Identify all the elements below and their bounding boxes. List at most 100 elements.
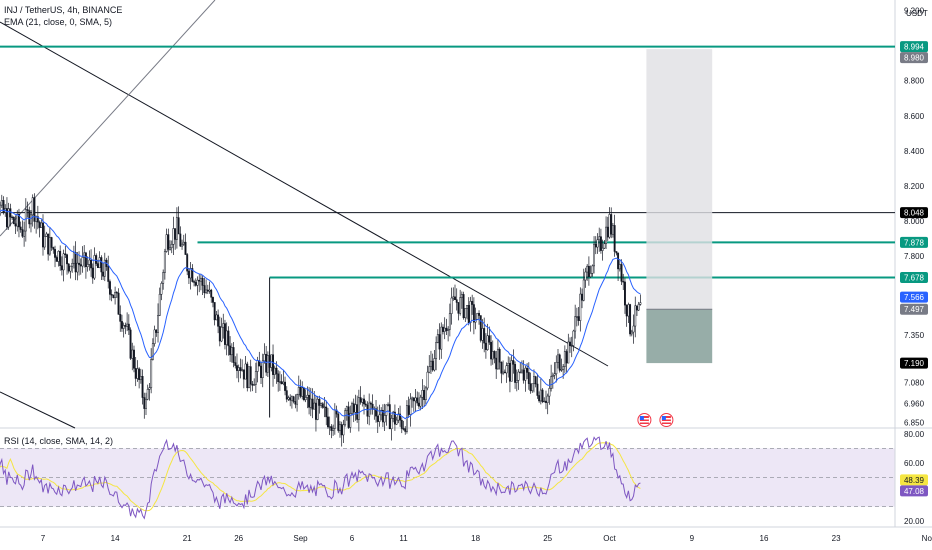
candle-body: [541, 389, 544, 402]
candle-body: [332, 428, 335, 431]
candle-body: [222, 323, 225, 328]
candle-body: [84, 252, 87, 268]
candle-body: [620, 264, 623, 282]
ema-legend[interactable]: EMA (21, close, 0, SMA, 5): [4, 17, 113, 27]
candle-body: [344, 410, 347, 426]
candle-body: [30, 214, 32, 225]
candle-body: [143, 397, 146, 409]
candle-body: [124, 325, 127, 327]
candle-body: [292, 396, 295, 402]
candle-body: [153, 329, 156, 344]
candle-body: [126, 323, 129, 327]
us-flag-event-icon[interactable]: [637, 413, 652, 427]
time-tick: 21: [183, 534, 192, 543]
candle-body: [275, 367, 278, 375]
price-badge: [900, 207, 928, 219]
price-tick: 6.960: [904, 399, 925, 408]
candle-body: [393, 411, 396, 425]
candle-body: [282, 381, 285, 385]
candle-body: [569, 341, 571, 347]
time-tick: 9: [690, 534, 695, 543]
candle-body: [325, 406, 328, 418]
candle-body: [198, 279, 201, 282]
rsi-legend[interactable]: RSI (14, close, SMA, 14, 2): [4, 436, 114, 446]
candle-body: [205, 289, 208, 294]
candle-body: [502, 371, 505, 374]
candle-body: [639, 302, 642, 305]
candle-body: [315, 402, 317, 420]
candle-body: [11, 216, 14, 219]
candle-body: [244, 363, 247, 380]
candle-body: [551, 374, 554, 377]
candle-body: [484, 342, 487, 350]
candle-body: [62, 253, 65, 271]
candle-body: [48, 237, 51, 255]
us-flag-event-icon[interactable]: [659, 413, 674, 427]
candle-body: [50, 237, 53, 248]
candle-body: [531, 383, 534, 392]
time-tick: Nov: [922, 534, 932, 543]
candle-body: [95, 255, 98, 264]
candle-body: [553, 373, 556, 376]
candle-body: [33, 197, 36, 222]
candle-body: [570, 345, 573, 347]
candle-body: [378, 414, 381, 422]
candle-body: [584, 271, 587, 281]
candle-body: [357, 397, 360, 420]
candle-body: [618, 264, 621, 270]
candle-body: [577, 316, 580, 321]
candle-body: [280, 381, 283, 385]
candle-body: [189, 268, 192, 279]
candle-body: [115, 292, 118, 294]
candle-body: [134, 368, 137, 379]
candle-body: [129, 329, 132, 359]
candle-body: [74, 252, 77, 273]
candle-body: [555, 362, 558, 375]
candle-body: [496, 348, 499, 370]
candle-body: [567, 341, 570, 364]
candle-body: [14, 223, 17, 227]
candle-body: [435, 342, 438, 359]
candle-body: [625, 304, 628, 317]
rsi-badge-label: 47.08: [904, 487, 925, 496]
candle-body: [533, 376, 535, 384]
time-tick: 11: [399, 534, 408, 543]
currency-label: USDT: [906, 9, 928, 18]
rsi-badge: [900, 474, 928, 486]
candle-body: [385, 404, 388, 416]
candle-body: [428, 366, 431, 373]
candle-body: [594, 243, 597, 248]
candle-body: [182, 241, 185, 245]
candle-body: [550, 376, 553, 389]
candle-body: [519, 371, 522, 374]
candle-body: [517, 371, 520, 381]
candle-body: [230, 347, 233, 356]
candle-body: [622, 281, 625, 283]
flag-canton: [661, 416, 666, 420]
rsi-badge: [900, 485, 928, 497]
symbol-legend[interactable]: INJ / TetherUS, 4h, BINANCE: [4, 5, 123, 15]
price-badge-label: 7.566: [904, 293, 925, 302]
candle-body: [150, 359, 153, 388]
candle-body: [527, 372, 530, 384]
price-badge-label: 7.497: [904, 305, 925, 314]
candle-body: [323, 406, 326, 409]
candle-body: [131, 349, 134, 359]
candle-body: [351, 403, 353, 414]
candle-body: [469, 301, 472, 324]
candle-body: [579, 293, 582, 321]
candle-body: [133, 349, 135, 369]
price-badge: [900, 291, 928, 303]
candle-body: [543, 400, 546, 403]
flag-stripe: [639, 418, 649, 420]
candle-body: [375, 408, 377, 417]
flag-canton: [639, 416, 644, 420]
price-tick: 8.800: [904, 77, 925, 86]
candle-body: [483, 328, 486, 344]
price-badge-label: 8.980: [904, 54, 925, 63]
candle-body: [236, 365, 238, 371]
candle-body: [448, 313, 451, 330]
candle-body: [141, 376, 144, 398]
candle-body: [433, 358, 436, 371]
